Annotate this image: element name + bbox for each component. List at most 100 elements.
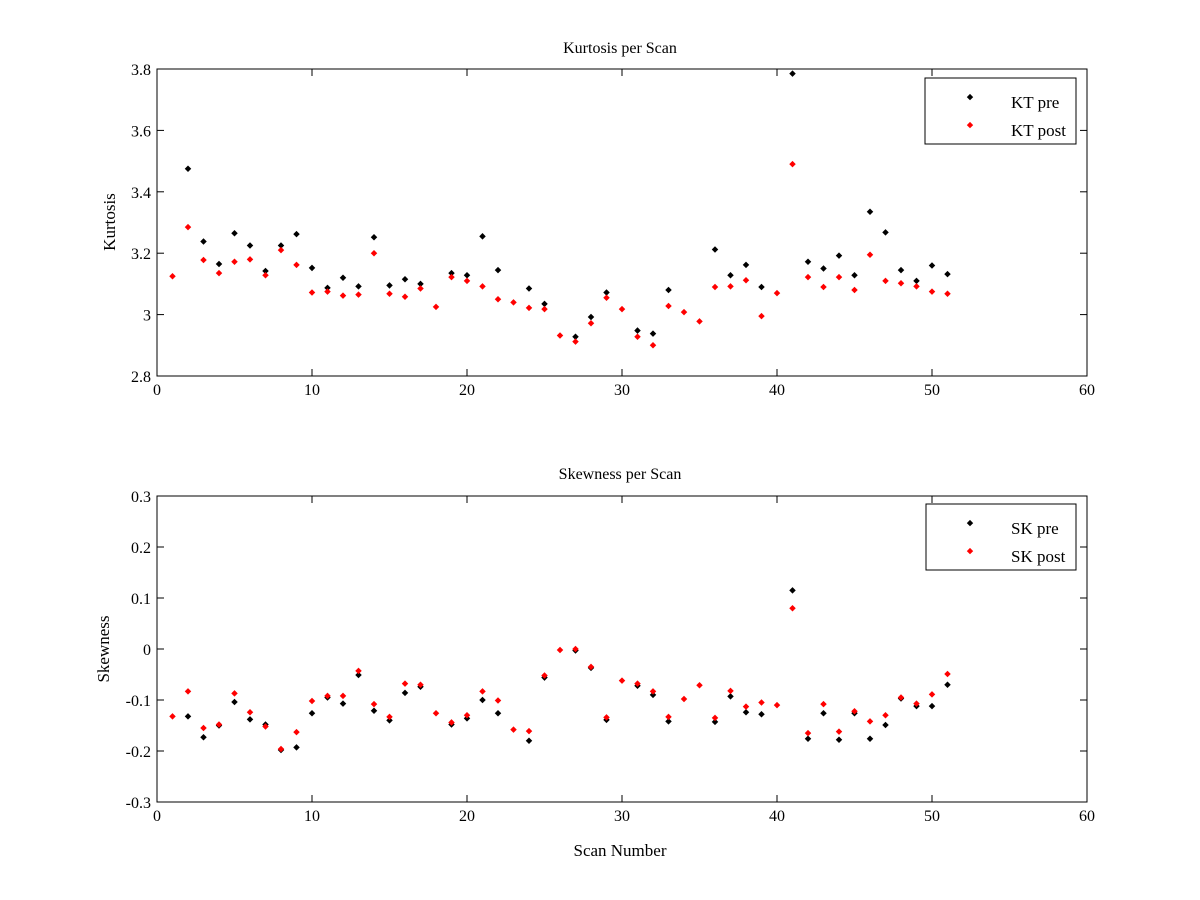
sk-post-point — [665, 713, 672, 721]
kt-post-point — [324, 288, 331, 295]
kurtosis-ticks: 0 10 20 30 40 50 60 2.8 3 3.2 3.4 3.6 3.8 — [131, 62, 1095, 399]
sk-post-point — [200, 724, 207, 732]
kt-pre-point — [277, 242, 285, 249]
kt-post-point — [866, 251, 874, 258]
y-tick-label: 0 — [143, 642, 151, 659]
kt-pre-point — [742, 261, 750, 269]
sk-post-point — [851, 707, 858, 715]
kt-pre-point — [804, 258, 812, 266]
sk-post-point — [928, 691, 936, 698]
kt-pre-point — [525, 285, 533, 292]
sk-post-point — [773, 701, 781, 709]
kurtosis-title: Kurtosis per Scan — [563, 40, 677, 57]
skewness-legend-box — [925, 503, 1077, 571]
kt-pre-point — [603, 289, 610, 296]
sk-post-point — [417, 681, 424, 688]
kt-post-point — [355, 291, 362, 298]
kt-post-point — [556, 332, 564, 339]
skewness-plot-frame — [156, 495, 1088, 803]
sk-post-point — [525, 727, 533, 735]
x-tick-label: 40 — [769, 382, 785, 399]
y-tick-label: 3 — [143, 308, 151, 325]
kurtosis-points — [169, 70, 951, 349]
kt-pre-point — [308, 264, 316, 272]
sk-post-point — [618, 677, 626, 684]
skewness-ylabel: Skewness — [94, 615, 113, 682]
y-tick-label: 3.2 — [131, 246, 151, 263]
sk-pre-point — [944, 681, 951, 688]
kt-post-point — [572, 338, 579, 345]
legend-label-sk-post: SK post — [1011, 547, 1066, 566]
kt-post-point — [417, 285, 424, 292]
sk-post-point — [231, 690, 238, 697]
skewness-ticks: 0 10 20 30 40 50 60 -0.3 -0.2 -0.1 0 0.1 0.2 0.3 — [126, 489, 1095, 825]
y-tick-label: 0.2 — [131, 540, 151, 557]
kt-post-point — [944, 290, 951, 297]
sk-pre-point — [789, 587, 796, 594]
kt-pre-point — [262, 267, 269, 275]
kt-pre-point — [928, 262, 936, 269]
sk-post-point — [215, 721, 223, 728]
sk-pre-point — [820, 710, 827, 717]
kt-pre-point — [866, 208, 874, 216]
kt-pre-point — [541, 300, 548, 308]
kt-post-point — [665, 302, 672, 310]
sk-post-point — [897, 694, 905, 701]
sk-post-point — [649, 688, 657, 695]
sk-post-point — [742, 703, 750, 710]
y-tick-label: 3.6 — [131, 123, 151, 140]
skewness-xlabel: Scan Number — [573, 841, 666, 860]
kt-pre-point — [370, 233, 378, 241]
sk-pre-point — [494, 710, 502, 717]
kt-post-point — [277, 246, 285, 254]
x-tick-label: 50 — [924, 382, 940, 399]
kt-pre-point — [215, 260, 223, 268]
kt-pre-point — [355, 283, 362, 290]
kt-pre-point — [401, 276, 409, 283]
kt-post-point — [184, 223, 192, 231]
sk-post-point — [572, 645, 579, 653]
skewness-chart: Skewness per Scan Skewness Scan Number 0… — [94, 466, 1095, 860]
sk-post-point — [448, 719, 455, 726]
kt-post-point — [246, 256, 254, 263]
kt-pre-point — [711, 246, 719, 253]
sk-pre-point — [184, 713, 192, 720]
kt-pre-point — [897, 266, 905, 274]
kt-post-point — [603, 294, 610, 301]
x-tick-label: 50 — [924, 808, 940, 825]
sk-post-point — [463, 712, 471, 719]
sk-post-point — [510, 726, 517, 733]
kt-post-point — [463, 277, 471, 285]
kt-post-point — [339, 292, 347, 299]
kt-pre-point — [758, 283, 765, 291]
kt-pre-point — [882, 229, 889, 236]
kt-post-point — [541, 305, 548, 313]
kt-pre-point — [448, 269, 455, 277]
y-tick-label: -0.3 — [126, 795, 151, 812]
kt-post-point — [897, 280, 905, 287]
x-tick-label: 20 — [459, 382, 475, 399]
kt-pre-point — [944, 270, 951, 278]
kurtosis-legend: KT pre KT post — [924, 77, 1077, 145]
kt-post-point — [680, 308, 688, 316]
y-tick-label: -0.1 — [126, 693, 151, 710]
kt-post-point — [882, 277, 889, 285]
kt-pre-point — [835, 252, 843, 259]
kt-pre-point — [200, 238, 207, 245]
kt-pre-point — [417, 280, 424, 288]
kt-post-point — [851, 286, 858, 294]
kt-pre-point — [913, 277, 920, 285]
kt-pre-point — [494, 266, 502, 274]
sk-pre-point — [866, 735, 874, 743]
sk-post-point — [293, 728, 300, 736]
sk-pre-point — [727, 693, 734, 700]
sk-pre-point — [246, 716, 254, 723]
sk-post-point — [184, 688, 192, 695]
sk-pre-point — [308, 710, 316, 717]
kt-post-point — [696, 318, 703, 325]
sk-pre-point — [339, 700, 347, 707]
kt-post-point — [634, 333, 641, 340]
skewness-points — [169, 587, 951, 754]
kt-post-point — [928, 288, 936, 295]
